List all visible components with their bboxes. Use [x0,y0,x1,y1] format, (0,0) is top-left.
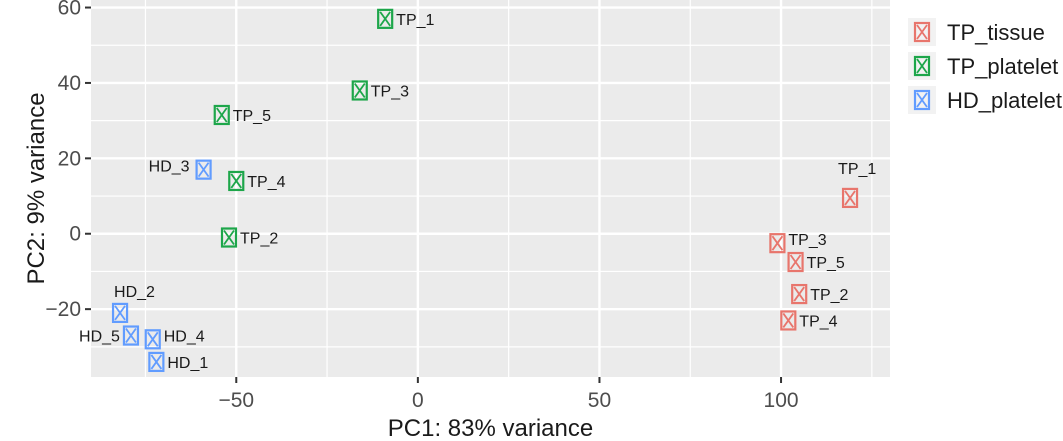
data-points [111,8,859,373]
point-marker [841,187,859,209]
point-labels: TP_1 TP_3 TP_5 TP_2 TP_4 TP_1 TP_3 TP_5 TP_4 TP_2… [79,12,876,372]
point-marker [220,227,238,248]
point-marker [780,310,797,331]
x-axis-title: PC1: 83% variance [388,415,593,441]
point-label: TP_1 [838,161,876,178]
y-tick-label: −20 [45,298,81,321]
minor-gridlines [91,0,890,377]
point-label: HD_2 [114,284,155,301]
axes: −50 0 50 100 −20 0 20 40 60 [45,0,798,412]
legend: TP_tissue TP_platelet HD_platelet [908,18,1062,114]
point-label: TP_5 [807,255,845,272]
point-marker [213,104,230,126]
legend-label: HD_platelet [947,88,1062,113]
x-tick-label: 50 [588,389,611,412]
y-tick-label: 0 [69,223,81,246]
point-label: HD_4 [164,328,205,345]
legend-item: TP_tissue [908,18,1045,46]
legend-item: HD_platelet [908,86,1062,114]
x-tick-label: 100 [764,389,799,412]
point-label: HD_1 [167,355,208,372]
point-label: TP_2 [810,287,848,304]
plot-panel [91,0,890,377]
point-label: TP_1 [396,12,434,29]
point-label: TP_3 [788,232,826,249]
point-marker [122,325,140,346]
point-marker [144,329,161,350]
point-label: TP_5 [233,108,271,125]
legend-item: TP_platelet [908,52,1058,80]
point-label: TP_3 [371,83,409,100]
x-tick-label: 0 [412,389,424,412]
point-marker [111,302,129,324]
legend-label: TP_tissue [947,20,1045,45]
point-label: HD_3 [149,159,190,176]
point-marker [228,170,245,192]
point-label: TP_4 [799,313,837,330]
point-marker [195,159,212,180]
point-marker [787,251,804,273]
point-label: TP_2 [240,231,278,248]
point-marker [769,233,786,254]
legend-label: TP_platelet [947,54,1058,79]
x-tick-label: −50 [218,389,254,412]
legend-marker [913,89,931,111]
y-tick-label: 40 [58,72,81,95]
y-axis-title: PC2: 9% variance [23,92,50,284]
point-marker [148,351,165,373]
point-label: HD_5 [79,329,120,346]
point-marker [791,283,808,305]
y-tick-label: 60 [58,0,81,20]
point-marker [351,80,368,101]
legend-marker [913,21,931,43]
y-tick-label: 20 [58,147,81,170]
legend-marker [913,55,931,77]
point-label: TP_4 [247,174,285,191]
point-marker [377,8,394,29]
